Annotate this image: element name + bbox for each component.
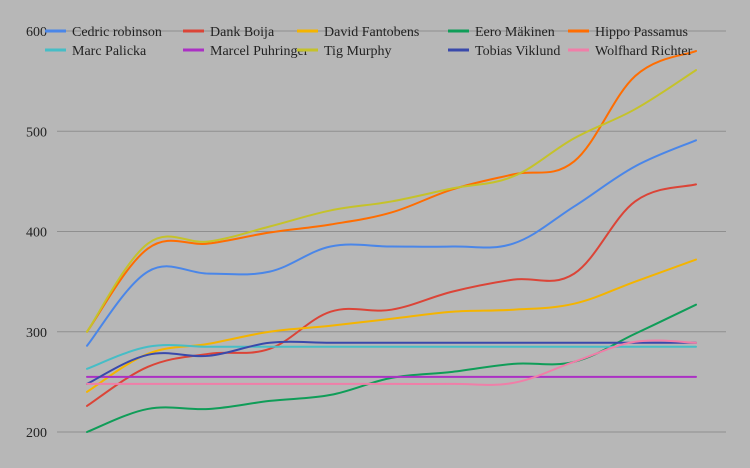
y-axis: 200 300 400 500 600 <box>26 25 47 441</box>
legend-label: Cedric robinson <box>72 25 162 40</box>
legend-label: Marcel Puhringer <box>210 44 309 59</box>
legend-label: Dank Boija <box>210 25 275 40</box>
legend-item: Wolfhard Richter <box>568 44 693 59</box>
legend-item: Tobias Viklund <box>448 44 560 59</box>
legend-label: Hippo Passamus <box>595 25 688 40</box>
series-line-wolfhard-richter <box>86 339 697 386</box>
y-tick-label: 300 <box>26 326 47 341</box>
legend-item: Cedric robinson <box>45 25 162 40</box>
legend-item: Marcel Puhringer <box>183 44 309 59</box>
legend-item: Dank Boija <box>183 25 275 40</box>
legend-label: Wolfhard Richter <box>595 44 693 59</box>
series-line-hippo-passamus <box>86 50 697 333</box>
legend-label: Tobias Viklund <box>475 44 560 59</box>
y-tick-label: 200 <box>26 426 47 441</box>
legend-item: Eero Mäkinen <box>448 25 555 40</box>
y-tick-label: 500 <box>26 125 47 140</box>
series-lines <box>86 50 697 433</box>
legend-label: Tig Murphy <box>324 44 392 59</box>
gridlines <box>57 30 726 433</box>
legend-item: Hippo Passamus <box>568 25 688 40</box>
legend: Cedric robinson Dank Boija David Fantobens… <box>45 25 693 59</box>
legend-item: Tig Murphy <box>297 44 392 59</box>
legend-label: Eero Mäkinen <box>475 25 555 40</box>
legend-item: David Fantobens <box>297 25 419 40</box>
y-tick-label: 600 <box>26 25 47 40</box>
series-line-tig-murphy <box>86 69 697 333</box>
series-line-eero-m-kinen <box>86 303 697 433</box>
legend-item: Marc Palicka <box>45 44 147 59</box>
series-line-marc-palicka <box>86 344 697 370</box>
legend-label: David Fantobens <box>324 25 419 40</box>
series-line-cedric-robinson <box>86 139 697 347</box>
y-tick-label: 400 <box>26 226 47 241</box>
series-line-tobias-viklund <box>86 340 697 385</box>
legend-label: Marc Palicka <box>72 44 147 59</box>
series-line-dank-boija <box>86 183 697 407</box>
series-line-david-fantobens <box>86 258 697 393</box>
